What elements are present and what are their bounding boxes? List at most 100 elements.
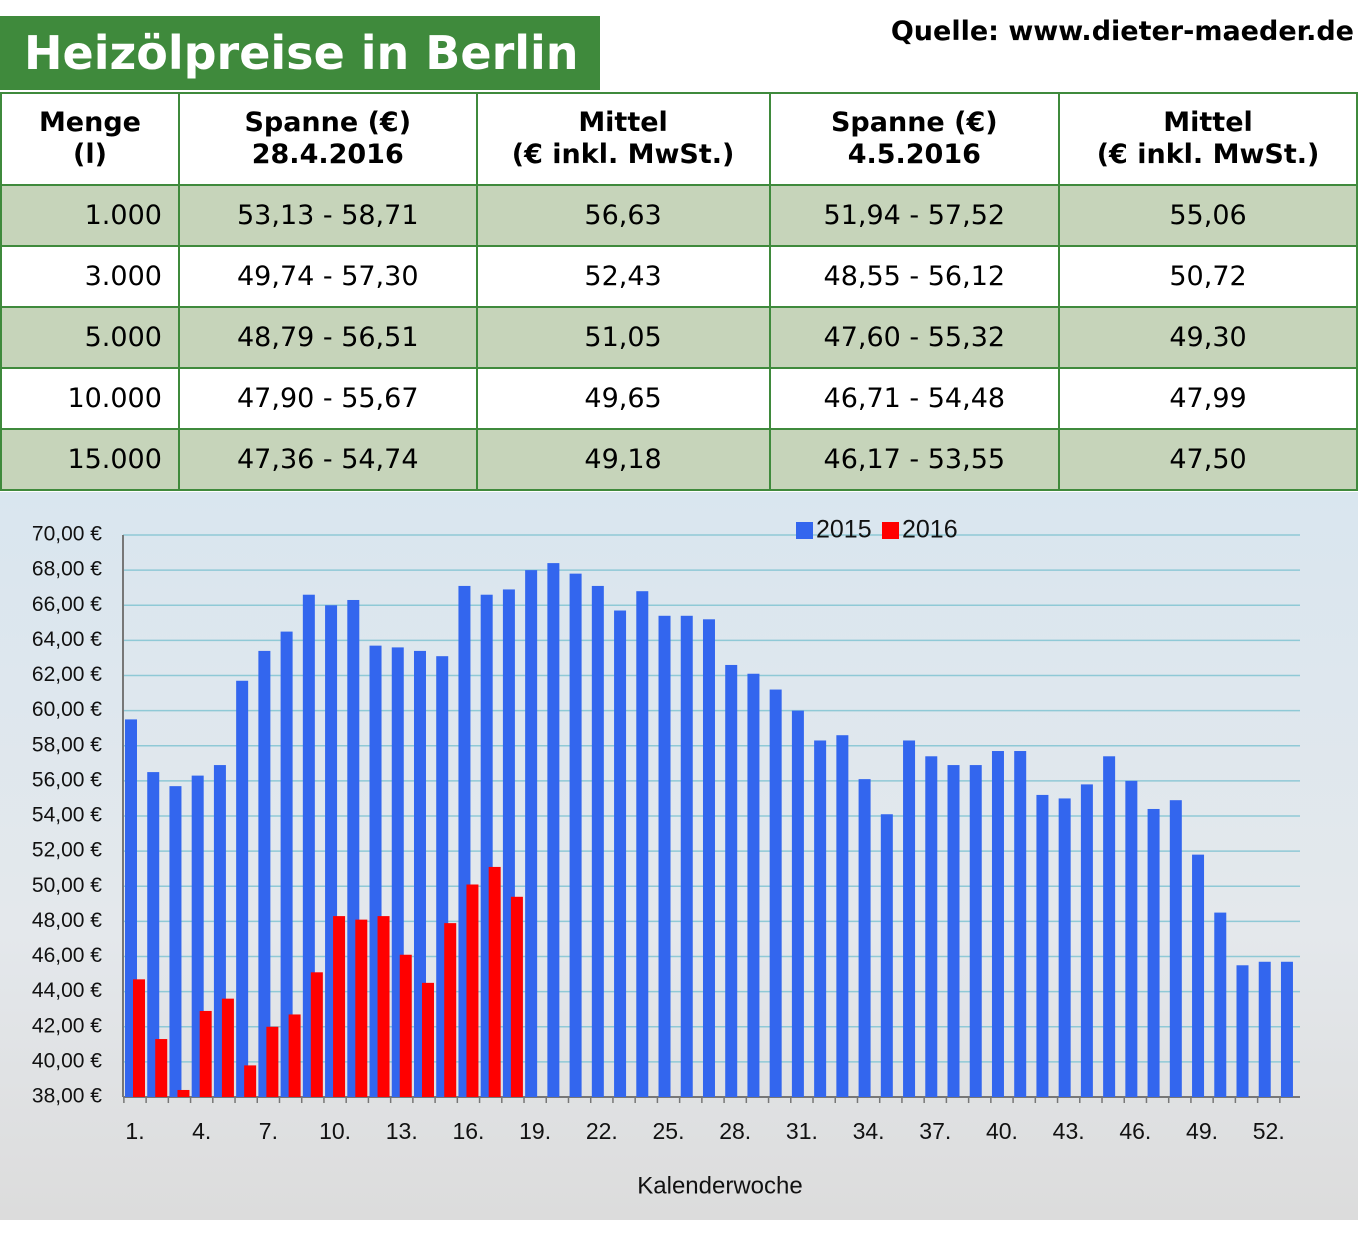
bar bbox=[1214, 912, 1227, 1097]
x-tick-label: 49. bbox=[1186, 1118, 1218, 1144]
bar bbox=[488, 866, 501, 1097]
x-tick-label: 31. bbox=[786, 1118, 818, 1144]
y-tick-label: 54,00 € bbox=[32, 804, 102, 827]
bar bbox=[791, 710, 804, 1097]
y-tick-label: 40,00 € bbox=[32, 1049, 102, 1072]
bar bbox=[333, 916, 346, 1097]
x-tick-label: 37. bbox=[919, 1118, 951, 1144]
y-tick-label: 50,00 € bbox=[32, 874, 102, 897]
x-tick-label: 7. bbox=[259, 1118, 278, 1144]
bar bbox=[636, 591, 649, 1097]
bar bbox=[903, 740, 916, 1097]
bar bbox=[444, 923, 457, 1097]
cell: 49,18 bbox=[475, 428, 771, 491]
x-tick-label: 22. bbox=[586, 1118, 618, 1144]
cell: 47,50 bbox=[1058, 428, 1358, 491]
header-line: Mittel bbox=[578, 107, 668, 138]
bar bbox=[814, 740, 827, 1097]
cell: 51,94 - 57,52 bbox=[768, 184, 1061, 247]
bar bbox=[925, 756, 938, 1097]
y-tick-label: 60,00 € bbox=[32, 698, 102, 721]
bar bbox=[1125, 780, 1138, 1097]
bar bbox=[836, 735, 849, 1097]
bar bbox=[880, 814, 893, 1097]
header-row: Menge (l) Spanne (€) 28.4.2016 Mittel (€ inkl… bbox=[0, 92, 1358, 186]
legend-label: 2016 bbox=[902, 516, 958, 544]
y-tick-label: 62,00 € bbox=[32, 663, 102, 686]
legend-swatch bbox=[882, 522, 899, 539]
header-line: (€ inkl. MwSt.) bbox=[511, 139, 735, 170]
cell: 47,60 - 55,32 bbox=[768, 306, 1061, 369]
y-tick-label: 46,00 € bbox=[32, 944, 102, 967]
bar bbox=[591, 585, 604, 1097]
bar bbox=[236, 680, 249, 1097]
bar bbox=[1192, 854, 1205, 1097]
row: 1.000 53,13 - 58,71 56,63 51,94 - 57,52 55,0… bbox=[0, 184, 1358, 247]
price-table: Menge (l) Spanne (€) 28.4.2016 Mittel (€ inkl… bbox=[0, 92, 1358, 491]
bar bbox=[1169, 800, 1182, 1097]
bar bbox=[221, 998, 234, 1097]
bar bbox=[302, 594, 315, 1097]
cell: 49,74 - 57,30 bbox=[177, 245, 478, 308]
x-tick-label: 25. bbox=[653, 1118, 685, 1144]
header-line: 4.5.2016 bbox=[847, 139, 981, 170]
cell: 47,99 bbox=[1058, 367, 1358, 430]
cell: 53,13 - 58,71 bbox=[177, 184, 478, 247]
bar bbox=[280, 631, 293, 1097]
row: 15.000 47,36 - 54,74 49,18 46,17 - 53,55 47,… bbox=[0, 428, 1358, 491]
source: Quelle: www.dieter-maeder.de bbox=[890, 16, 1354, 47]
cell: 48,79 - 56,51 bbox=[177, 306, 478, 369]
y-tick-label: 48,00 € bbox=[32, 909, 102, 932]
bar bbox=[1058, 798, 1071, 1097]
bar bbox=[547, 563, 560, 1097]
title: Heizölpreise in Berlin bbox=[0, 16, 600, 90]
x-tick-label: 46. bbox=[1119, 1118, 1151, 1144]
y-tick-label: 64,00 € bbox=[32, 628, 102, 651]
y-tick-label: 56,00 € bbox=[32, 768, 102, 791]
y-tick-label: 66,00 € bbox=[32, 593, 102, 616]
cell: 55,06 bbox=[1058, 184, 1358, 247]
bar bbox=[702, 619, 715, 1097]
bar bbox=[355, 919, 368, 1097]
bar bbox=[1103, 756, 1116, 1097]
cell: 3.000 bbox=[0, 245, 180, 308]
legend-label: 2015 bbox=[816, 516, 872, 544]
header-cell: Mittel (€ inkl. MwSt.) bbox=[475, 92, 771, 186]
header-cell: Mittel (€ inkl. MwSt.) bbox=[1058, 92, 1358, 186]
bar bbox=[199, 1010, 212, 1097]
x-tick-label: 28. bbox=[719, 1118, 751, 1144]
legend-swatch bbox=[796, 522, 813, 539]
bar bbox=[991, 751, 1004, 1097]
bar bbox=[680, 615, 693, 1097]
bar bbox=[288, 1014, 301, 1097]
cell: 5.000 bbox=[0, 306, 180, 369]
header-cell: Menge (l) bbox=[0, 92, 180, 186]
bar bbox=[769, 689, 782, 1097]
cell: 49,65 bbox=[475, 367, 771, 430]
cell: 46,17 - 53,55 bbox=[768, 428, 1061, 491]
cell: 47,36 - 54,74 bbox=[177, 428, 478, 491]
row: 5.000 48,79 - 56,51 51,05 47,60 - 55,32 49,3… bbox=[0, 306, 1358, 369]
y-tick-label: 44,00 € bbox=[32, 979, 102, 1002]
bar bbox=[858, 779, 871, 1097]
cell: 56,63 bbox=[475, 184, 771, 247]
bar bbox=[614, 610, 627, 1097]
y-tick-label: 58,00 € bbox=[32, 733, 102, 756]
bar bbox=[310, 972, 323, 1097]
header-line: Menge bbox=[38, 107, 141, 138]
row: 10.000 47,90 - 55,67 49,65 46,71 - 54,48 47,… bbox=[0, 367, 1358, 430]
y-tick-label: 68,00 € bbox=[32, 558, 102, 581]
bar bbox=[421, 982, 434, 1097]
bar bbox=[525, 570, 538, 1097]
bar bbox=[266, 1026, 279, 1097]
y-tick-label: 70,00 € bbox=[32, 523, 102, 546]
cell: 1.000 bbox=[0, 184, 180, 247]
cell: 10.000 bbox=[0, 367, 180, 430]
bar bbox=[658, 615, 671, 1097]
bar bbox=[969, 765, 982, 1097]
x-tick-label: 43. bbox=[1053, 1118, 1085, 1144]
cell: 15.000 bbox=[0, 428, 180, 491]
x-tick-label: 4. bbox=[192, 1118, 211, 1144]
header-line: Mittel bbox=[1163, 107, 1253, 138]
